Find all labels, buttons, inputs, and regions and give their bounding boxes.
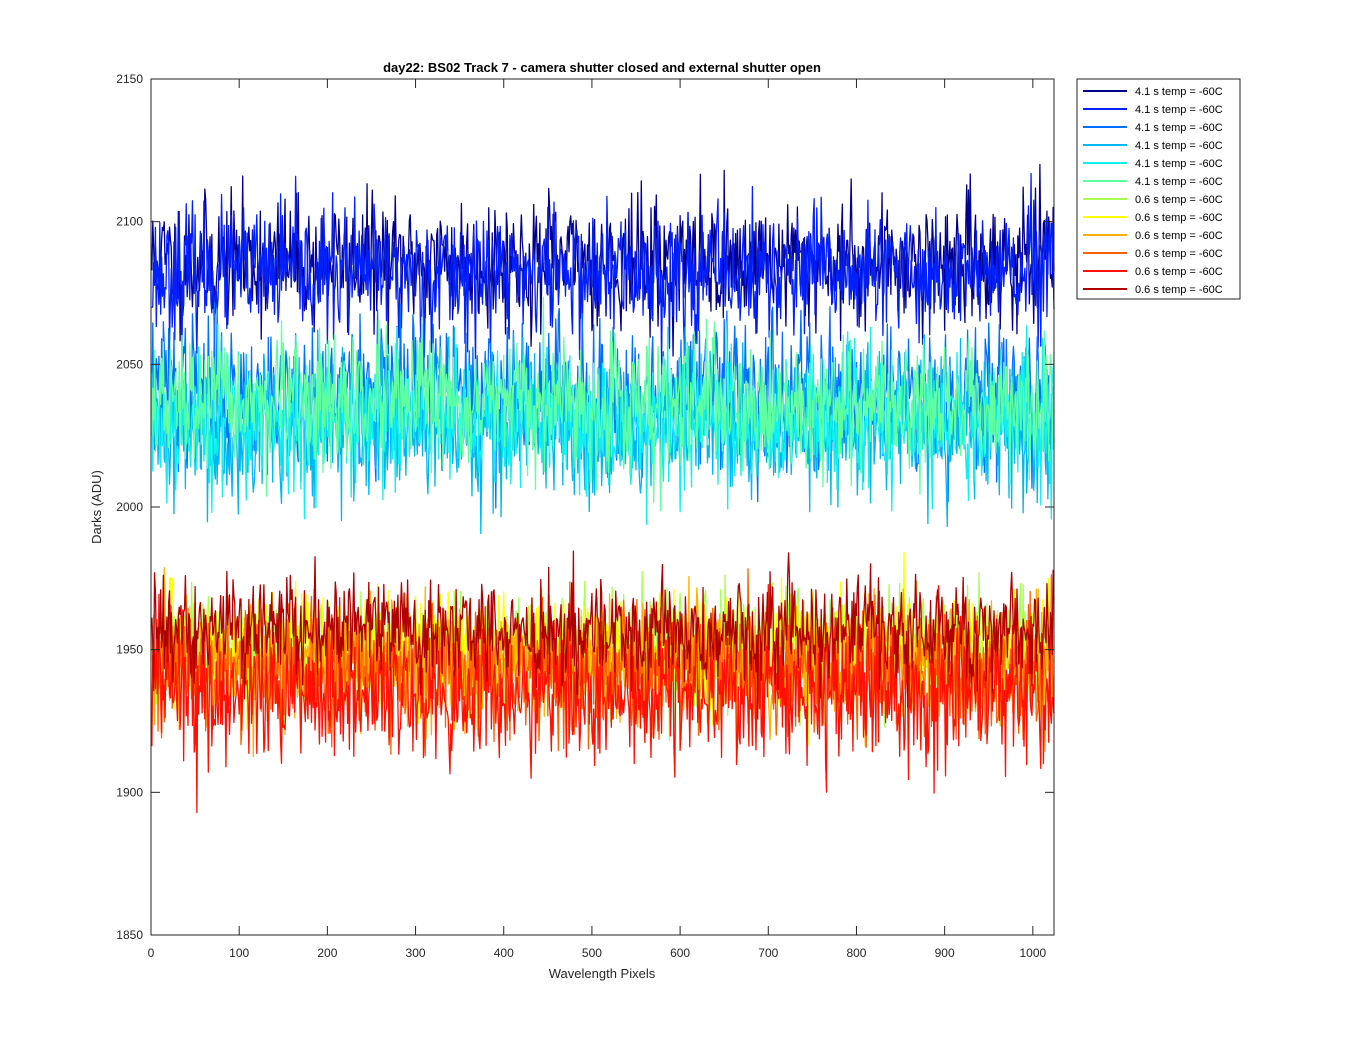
y-tick-label: 2150 [116, 72, 143, 86]
y-tick-label: 1900 [116, 785, 143, 799]
series-line-2 [151, 172, 1055, 367]
x-tick-label: 1000 [1019, 946, 1046, 960]
series-line-12 [151, 550, 1055, 720]
x-tick-label: 700 [758, 946, 778, 960]
x-tick-label: 400 [494, 946, 514, 960]
x-tick-label: 100 [229, 946, 249, 960]
x-tick-label: 300 [406, 946, 426, 960]
legend-label-10: 0.6 s temp = -60C [1135, 248, 1223, 260]
legend-items: 4.1 s temp = -60C 4.1 s temp = -60C 4.1 s … [1083, 86, 1223, 296]
legend-label-9: 0.6 s temp = -60C [1135, 230, 1223, 242]
legend: 4.1 s temp = -60C 4.1 s temp = -60C 4.1 s … [1076, 78, 1241, 300]
legend-label-2: 4.1 s temp = -60C [1135, 104, 1223, 116]
x-tick-label: 500 [582, 946, 602, 960]
x-tick-label: 0 [148, 946, 155, 960]
legend-label-5: 4.1 s temp = -60C [1135, 158, 1223, 170]
legend-label-7: 0.6 s temp = -60C [1135, 194, 1223, 206]
legend-label-6: 4.1 s temp = -60C [1135, 176, 1223, 188]
x-tick-label: 200 [317, 946, 337, 960]
y-tick-label: 1950 [116, 643, 143, 657]
y-tick-label: 2050 [116, 357, 143, 371]
chart-title: day22: BS02 Track 7 - camera shutter clo… [383, 60, 821, 75]
x-tick-label: 800 [846, 946, 866, 960]
legend-label-4: 4.1 s temp = -60C [1135, 140, 1223, 152]
axis-ticks: 0 100 200 300 400 500 600 700 800 900 1000 1850 1900… [116, 72, 1054, 960]
y-tick-label: 1850 [116, 928, 143, 942]
x-tick-label: 600 [670, 946, 690, 960]
y-tick-label: 2100 [116, 215, 143, 229]
x-tick-label: 900 [935, 946, 955, 960]
legend-label-8: 0.6 s temp = -60C [1135, 212, 1223, 224]
series-line-11 [151, 583, 1055, 814]
legend-label-1: 4.1 s temp = -60C [1135, 86, 1223, 98]
series-line-6 [151, 296, 1055, 512]
series-layer [151, 163, 1055, 814]
legend-box [1076, 78, 1241, 300]
y-tick-label: 2000 [116, 500, 143, 514]
x-axis-label: Wavelength Pixels [549, 966, 656, 981]
legend-label-11: 0.6 s temp = -60C [1135, 266, 1223, 278]
legend-label-12: 0.6 s temp = -60C [1135, 284, 1223, 296]
y-axis-label: Darks (ADU) [89, 470, 104, 544]
series-line-8 [151, 552, 1055, 746]
legend-label-3: 4.1 s temp = -60C [1135, 122, 1223, 134]
